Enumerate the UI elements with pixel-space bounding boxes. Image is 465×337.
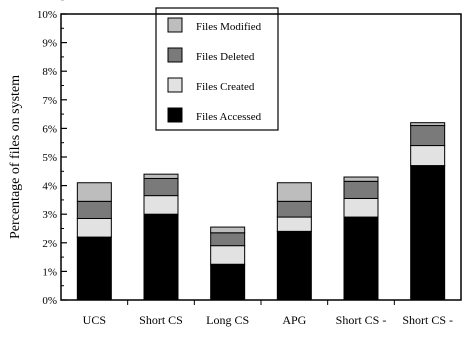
- bar-segment-files-deleted: [143, 177, 179, 197]
- x-tick-label: Short CS -: [336, 313, 387, 327]
- legend-swatch: [167, 107, 183, 123]
- x-tick-label: Short CS -: [402, 313, 453, 327]
- y-tick-label: 1%: [42, 266, 57, 278]
- bar-segment-files-modified: [76, 182, 112, 202]
- legend-swatch: [167, 47, 183, 63]
- y-tick-label: 7%: [42, 95, 57, 107]
- bar-segment-files-accessed: [76, 236, 112, 301]
- bar-segment-files-modified: [410, 122, 446, 127]
- legend-label: Files Created: [196, 81, 255, 93]
- bar-segment-files-modified: [143, 173, 179, 179]
- y-tick-label: 4%: [42, 181, 57, 193]
- y-tick-label: 6%: [42, 123, 57, 135]
- bar-segment-files-created: [210, 245, 246, 265]
- bar-segment-files-accessed: [143, 213, 179, 301]
- x-tick-label: APG: [282, 313, 306, 327]
- bar-segment-files-deleted: [210, 232, 246, 247]
- x-tick-label: Long CS: [206, 313, 249, 327]
- bar-segment-files-accessed: [276, 230, 312, 301]
- y-tick-label: 8%: [42, 66, 57, 78]
- bar-segment-files-deleted: [410, 125, 446, 147]
- legend: Files Modified Files Deleted Files Created…: [155, 7, 279, 131]
- bar-segment-files-created: [143, 195, 179, 215]
- x-tick-label: Short CS: [139, 313, 183, 327]
- y-tick-label: 10%: [37, 9, 57, 21]
- y-tick-label: 2%: [42, 238, 57, 250]
- bar-segment-files-deleted: [276, 200, 312, 218]
- bar-segment-files-modified: [210, 226, 246, 234]
- legend-label: Files Deleted: [196, 51, 255, 63]
- legend-label: Files Accessed: [196, 111, 262, 123]
- bar-segment-files-accessed: [410, 165, 446, 301]
- x-tick-label: UCS: [83, 313, 106, 327]
- bar-segment-files-accessed: [343, 216, 379, 301]
- y-axis-label: Percentage of files on system: [8, 75, 23, 239]
- y-tick-label: 9%: [42, 38, 57, 50]
- bar-segment-files-accessed: [210, 263, 246, 301]
- bar-segment-files-deleted: [76, 200, 112, 219]
- bar-segment-files-created: [410, 145, 446, 167]
- y-tick-label: 3%: [42, 209, 57, 221]
- y-tick-label: 0%: [42, 295, 57, 307]
- legend-label: Files Modified: [196, 21, 262, 33]
- bar-segment-files-modified: [276, 182, 312, 202]
- y-tick-label: 5%: [42, 152, 57, 164]
- bar-segment-files-deleted: [343, 180, 379, 199]
- bar-segment-files-created: [343, 197, 379, 218]
- legend-swatch: [167, 17, 183, 33]
- bar-segment-files-modified: [343, 176, 379, 182]
- bar-segment-files-created: [76, 217, 112, 238]
- bar-segment-files-created: [276, 216, 312, 232]
- legend-swatch: [167, 77, 183, 93]
